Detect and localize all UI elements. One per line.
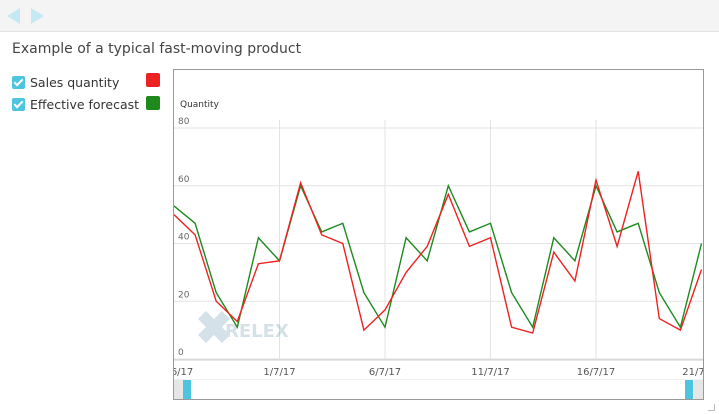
y-tick-label: 60 bbox=[178, 175, 190, 185]
legend-label: Sales quantity bbox=[30, 75, 120, 90]
series-line-effective-forecast bbox=[174, 183, 703, 330]
x-tick-label: 26/6/17 bbox=[173, 367, 193, 378]
x-tick-label: 21/7/17 bbox=[682, 367, 704, 378]
navigator-handle-right[interactable] bbox=[685, 380, 693, 399]
chart-container bbox=[173, 69, 704, 400]
forecast-color-swatch[interactable] bbox=[146, 96, 160, 110]
y-tick-label: 80 bbox=[178, 117, 190, 127]
x-tick-label: 16/7/17 bbox=[577, 367, 616, 378]
y-axis-label: Quantity bbox=[180, 100, 220, 110]
navigator-outside-left bbox=[174, 380, 183, 399]
navigator-outside-right bbox=[694, 380, 703, 399]
x-tick-label: 1/7/17 bbox=[263, 367, 295, 378]
y-tick-label: 20 bbox=[178, 290, 190, 300]
toolbar bbox=[0, 0, 719, 32]
relex-logo-icon bbox=[198, 311, 230, 343]
checkbox-checked-icon[interactable] bbox=[12, 98, 25, 111]
forward-arrow-icon[interactable] bbox=[31, 8, 44, 24]
checkbox-checked-icon[interactable] bbox=[12, 76, 25, 89]
x-tick-label: 6/7/17 bbox=[369, 367, 401, 378]
resize-handle[interactable] bbox=[708, 404, 715, 411]
sales-color-swatch[interactable] bbox=[146, 73, 160, 87]
y-tick-label: 0 bbox=[178, 348, 184, 358]
navigator-track bbox=[174, 380, 703, 399]
page-title: Example of a typical fast-moving product bbox=[12, 41, 302, 57]
series-line-sales-quantity bbox=[174, 171, 703, 334]
legend-sales-quantity[interactable]: Sales quantity bbox=[12, 75, 119, 90]
legend-effective-forecast[interactable]: Effective forecast bbox=[12, 97, 139, 112]
back-arrow-icon[interactable] bbox=[7, 8, 20, 24]
line-chart: 0 20 40 60 80 Quantity 26/6/17 1/7/17 6/7/17 11/7… bbox=[173, 100, 704, 399]
x-tick-label: 11/7/17 bbox=[471, 367, 510, 378]
legend-label: Effective forecast bbox=[30, 97, 140, 112]
relex-logo-watermark: RELEX bbox=[198, 311, 289, 343]
navigator-handle-left[interactable] bbox=[183, 380, 191, 399]
y-tick-label: 40 bbox=[178, 233, 190, 243]
watermark-text: RELEX bbox=[225, 321, 289, 342]
